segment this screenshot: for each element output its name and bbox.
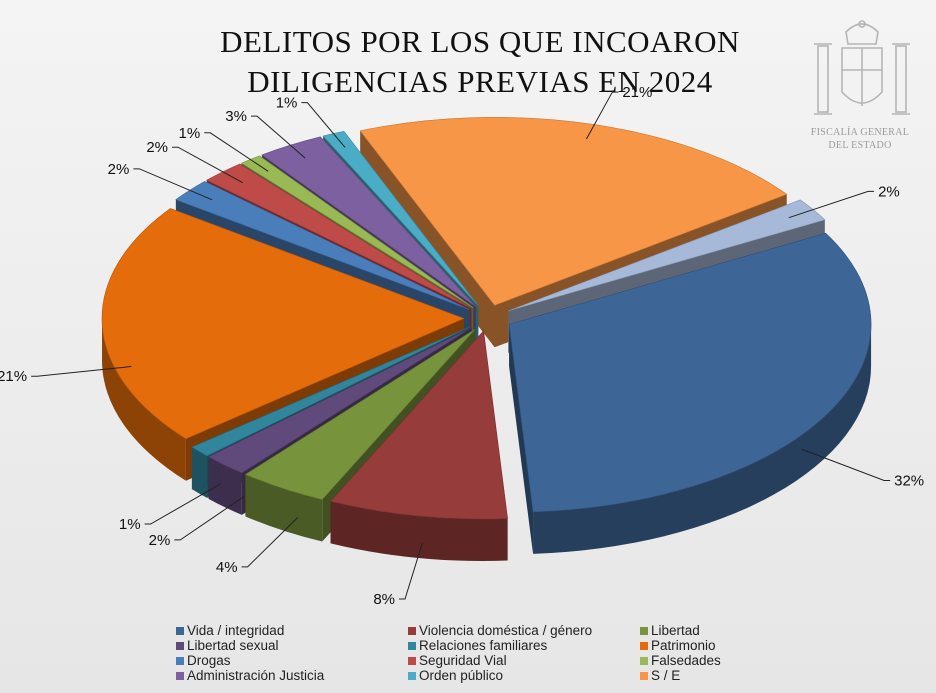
- spain-coat-of-arms-icon: [814, 20, 910, 115]
- legend-label: S / E: [651, 668, 681, 683]
- leader-line: [585, 91, 619, 140]
- data-label: 2%: [878, 183, 900, 200]
- emblem-caption-line-1: FISCALÍA GENERAL: [810, 127, 910, 138]
- pie-slice-libertad-sexual: [207, 327, 472, 474]
- leader-line: [204, 132, 269, 172]
- leader-line: [241, 517, 299, 568]
- data-label: 2%: [146, 139, 168, 156]
- legend-item: Seguridad Vial: [408, 653, 640, 668]
- leader-line: [399, 542, 423, 600]
- data-label: 2%: [149, 532, 171, 549]
- leader-line: [144, 483, 222, 525]
- legend-swatch: [408, 671, 416, 680]
- data-label: 2%: [108, 161, 130, 178]
- legend-label: Patrimonio: [651, 638, 716, 653]
- leader-line: [788, 190, 875, 219]
- slice-outer-wall: [245, 474, 323, 542]
- legend-swatch: [640, 626, 648, 635]
- pie-slice-vida-integridad: [508, 232, 872, 513]
- data-label: 21%: [0, 368, 27, 385]
- leader-line: [801, 448, 891, 482]
- emblem-caption: FISCALÍA GENERAL DEL ESTADO: [790, 126, 930, 152]
- data-labels: 32% 8% 4% 2% 1% 21% 2% 2% 1% 3% 1% 21% 2%: [0, 84, 924, 608]
- slice-outer-wall: [208, 456, 242, 515]
- legend-label: Drogas: [187, 653, 231, 668]
- leader-line: [250, 115, 306, 159]
- slice-outer-wall: [102, 318, 186, 481]
- legend-swatch: [176, 656, 184, 665]
- legend-swatch: [408, 626, 416, 635]
- slice-outer-wall: [191, 447, 208, 498]
- data-label: 1%: [119, 516, 141, 533]
- data-label: 3%: [225, 108, 247, 125]
- data-label: 4%: [216, 559, 238, 576]
- legend-item: Falsedades: [640, 653, 880, 668]
- chart-title: DELITOS POR LOS QUE INCOARON DILIGENCIAS…: [180, 22, 780, 102]
- legend-swatch: [408, 641, 416, 650]
- leader-line: [133, 168, 213, 201]
- legend-label: Libertad: [651, 623, 700, 638]
- legend-label: Seguridad Vial: [419, 653, 507, 668]
- data-label: 32%: [894, 473, 924, 490]
- data-label: 1%: [276, 95, 298, 112]
- legend-label: Violencia doméstica / género: [419, 623, 593, 638]
- pie-slice-violencia-dom-stica-g-nero: [330, 330, 508, 520]
- legend-label: Libertad sexual: [187, 638, 279, 653]
- leader-line: [301, 102, 346, 148]
- legend-label: Vida / integridad: [187, 623, 285, 638]
- legend-item: Libertad: [640, 623, 880, 638]
- slice-outer-wall: [533, 324, 872, 554]
- legend-item: Orden público: [408, 668, 640, 683]
- legend-swatch: [640, 671, 648, 680]
- slice-outer-wall: [330, 501, 508, 561]
- legend-item: Patrimonio: [640, 638, 880, 653]
- legend-label: Relaciones familiares: [419, 638, 548, 653]
- data-label: 21%: [622, 84, 652, 101]
- data-label: 8%: [373, 591, 395, 608]
- legend-item: Drogas: [176, 653, 408, 668]
- leader-line: [31, 365, 132, 377]
- legend-swatch: [176, 641, 184, 650]
- legend-item: Libertad sexual: [176, 638, 408, 653]
- legend-label: Administración Justicia: [187, 668, 325, 683]
- pie-slice-patrimonio: [101, 208, 465, 440]
- legend-item: Violencia doméstica / género: [408, 623, 640, 638]
- slice-tops: [101, 117, 872, 520]
- pie-slice-libertad: [244, 328, 476, 500]
- legend-item: Administración Justicia: [176, 668, 408, 683]
- chart-title-line-1: DELITOS POR LOS QUE INCOARON: [220, 24, 740, 59]
- leader-lines: [31, 91, 891, 600]
- chart-title-line-2: DILIGENCIAS PREVIAS EN 2024: [247, 64, 713, 99]
- legend-item: Vida / integridad: [176, 623, 408, 638]
- legend: Vida / integridad Violencia doméstica / g…: [176, 623, 916, 683]
- leader-line: [172, 146, 243, 184]
- legend-swatch: [408, 656, 416, 665]
- emblem-caption-line-2: DEL ESTADO: [828, 140, 892, 151]
- legend-swatch: [640, 641, 648, 650]
- legend-item: S / E: [640, 668, 880, 683]
- pie-slice-relaciones-familiares: [191, 326, 471, 457]
- legend-swatch: [640, 656, 648, 665]
- legend-label: Orden público: [419, 668, 504, 683]
- data-label: 1%: [179, 125, 201, 142]
- legend-swatch: [176, 671, 184, 680]
- legend-swatch: [176, 626, 184, 635]
- legend-label: Falsedades: [651, 653, 721, 668]
- leader-line: [174, 495, 245, 541]
- legend-item: Relaciones familiares: [408, 638, 640, 653]
